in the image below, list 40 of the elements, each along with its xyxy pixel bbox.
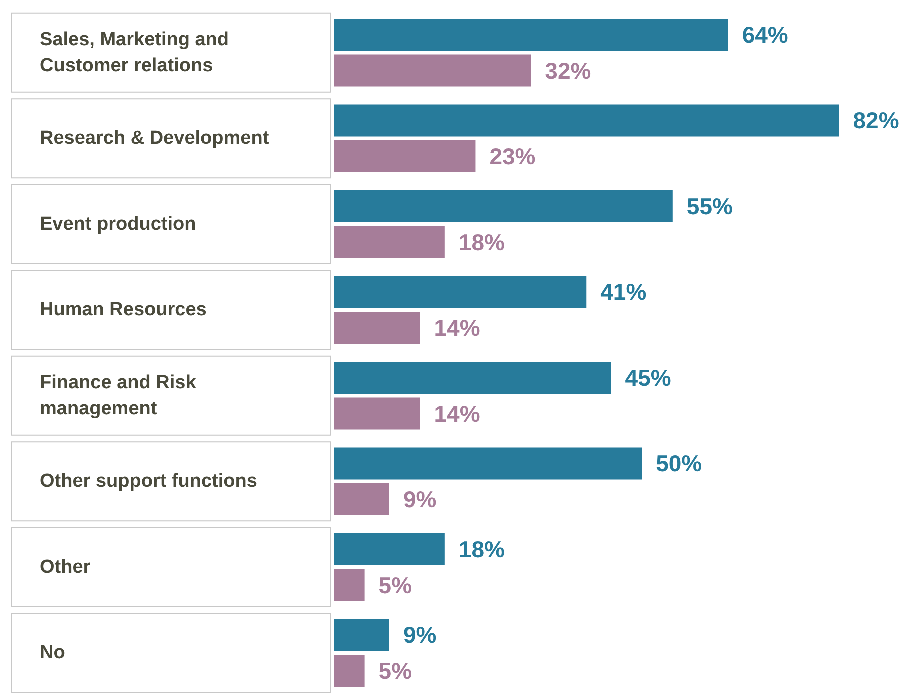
data-label: 9% [403,622,437,648]
bar [334,655,365,688]
y-tick-label: Human Resources [40,300,207,321]
data-label: 32% [545,58,592,84]
data-label: 14% [434,400,480,427]
data-label: 41% [600,279,647,306]
data-label: 18% [458,536,505,562]
bar [334,190,673,222]
data-label: 50% [656,450,702,477]
y-tick-label: Other support functions [40,471,258,492]
y-tick-label: No [40,642,66,664]
bar [334,362,612,394]
bar [334,18,728,51]
data-label: 45% [625,364,672,391]
data-label: 5% [378,572,412,598]
data-label: 9% [403,486,437,513]
y-tick-label: Event production [40,214,196,235]
bar [334,448,642,480]
bar [334,276,587,308]
bar [334,54,532,87]
data-label: 55% [686,193,733,220]
bar [334,398,420,430]
data-label: 5% [378,658,412,684]
bar [334,104,840,137]
data-label: 64% [742,22,788,48]
data-label: 14% [434,315,480,342]
data-label: 82% [853,108,900,134]
bar [334,484,390,516]
y-tick-label: Other [40,556,92,578]
data-label: 23% [490,144,536,170]
y-tick-label: Sales, Marketing and Customer relations [40,29,234,76]
bar [334,619,390,652]
y-tick-label: Research & Development [40,128,270,150]
y-tick-label: Finance and Risk management [40,372,202,420]
data-label: 18% [458,229,505,256]
bar [334,312,420,344]
bar [334,226,445,258]
bar [334,533,445,566]
bar [334,569,365,602]
bar [334,140,476,173]
